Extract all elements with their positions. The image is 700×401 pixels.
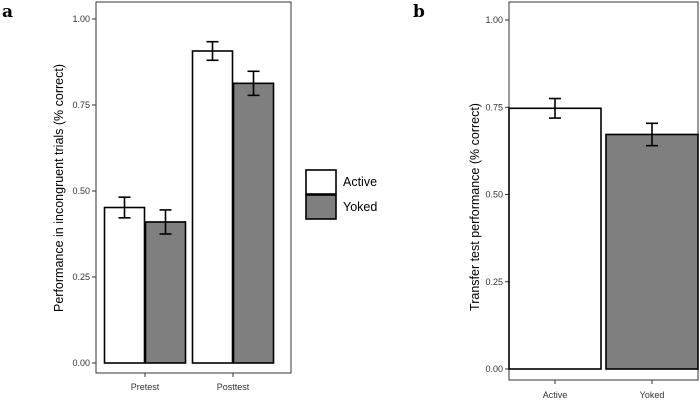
panel-a-bar-yoked-posttest: [232, 82, 275, 364]
panel-b-y-tick-label: 1.00: [485, 15, 503, 25]
panel-a-x-tick-label: Pretest: [131, 382, 160, 392]
panel-a-bar-active-pretest: [103, 206, 146, 364]
legend-swatch-yoked: [305, 194, 337, 220]
panel-a-y-axis-label: Performance in incongruent trials (% cor…: [52, 64, 66, 312]
panel-b-y-tick-label: 0.75: [485, 102, 503, 112]
panel-b: b 0.00 0.25 0.50 0.75 1.00 Active Yoked Trans…: [413, 1, 699, 400]
panel-a-bar-active-posttest: [191, 50, 234, 364]
panel-b-x-tick-label: Yoked: [640, 390, 665, 400]
panel-a-tag: a: [2, 2, 13, 22]
panel-a-y-tick-label: 0.75: [72, 100, 90, 110]
panel-b-x-tick-label: Active: [543, 390, 568, 400]
panel-a-bar-yoked-pretest: [144, 221, 187, 364]
panel-b-x-axis: Active Yoked: [543, 380, 665, 400]
legend-label-yoked: Yoked: [343, 200, 377, 214]
panel-a-error-bars: [118, 40, 260, 235]
panel-b-bar-yoked: [605, 133, 699, 370]
legend-label-active: Active: [343, 175, 377, 189]
legend-swatch-active: [305, 169, 337, 195]
panel-a-y-tick-label: 1.00: [72, 14, 90, 24]
panel-a-x-tick-label: Posttest: [217, 382, 250, 392]
panel-a-x-axis: Pretest Posttest: [131, 373, 250, 392]
panel-b-error-bars: [549, 97, 658, 147]
panel-a-y-tick-label: 0.50: [72, 186, 90, 196]
panel-a: a 0.00 0.25 0.50 0.75 1.00 Pretest Posttest P…: [2, 1, 292, 392]
panel-b-bar-active: [508, 107, 602, 370]
panel-b-y-tick-label: 0.25: [485, 277, 503, 287]
panel-a-y-tick-label: 0.25: [72, 272, 90, 282]
panel-b-bars: [508, 107, 699, 370]
panel-b-y-axis: 0.00 0.25 0.50 0.75 1.00: [485, 15, 509, 374]
panel-a-y-axis: 0.00 0.25 0.50 0.75 1.00: [72, 14, 96, 368]
legend: Active Yoked: [305, 169, 377, 220]
panel-b-y-axis-label: Transfer test performance (% correct): [468, 103, 482, 311]
panel-a-y-tick-label: 0.00: [72, 358, 90, 368]
panel-b-tag: b: [413, 2, 425, 22]
panel-b-y-tick-label: 0.00: [485, 364, 503, 374]
panel-a-bars: [103, 50, 275, 364]
panel-b-y-tick-label: 0.50: [485, 190, 503, 200]
panel-a-frame: [95, 1, 292, 374]
